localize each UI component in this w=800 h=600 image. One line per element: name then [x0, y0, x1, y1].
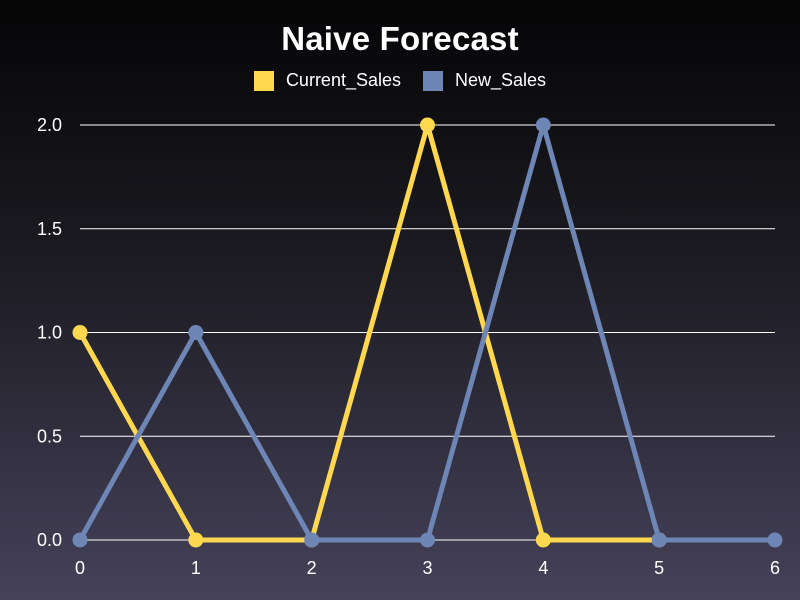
- gridlines: [80, 124, 775, 541]
- data-point-current-sales: [535, 532, 551, 548]
- data-point-new-sales: [72, 532, 88, 548]
- x-axis: 0 1 2 3 4 5 6: [75, 558, 780, 578]
- legend-swatch-new-sales: [423, 70, 443, 91]
- legend-item-current-sales[interactable]: Current_Sales: [253, 70, 401, 91]
- y-tick-label: 1.5: [37, 219, 62, 239]
- legend-swatch-current-sales: [253, 70, 274, 91]
- x-tick-label: 5: [654, 558, 664, 578]
- data-point-current-sales: [72, 325, 88, 340]
- data-point-current-sales: [188, 532, 204, 548]
- y-axis: 0.0 0.5 1.0 1.5 2.0: [37, 115, 62, 550]
- y-tick-label: 1.0: [37, 323, 62, 343]
- data-point-new-sales: [188, 325, 204, 340]
- legend-label-new-sales: New_Sales: [455, 70, 547, 90]
- data-point-new-sales: [651, 532, 667, 548]
- series-line-current-sales: [77, 122, 662, 543]
- x-tick-label: 0: [75, 558, 85, 578]
- x-tick-label: 1: [191, 558, 201, 578]
- legend: Current_Sales New_Sales: [0, 70, 800, 91]
- x-tick-label: 4: [538, 558, 548, 578]
- chart-title: Naive Forecast: [281, 20, 519, 57]
- series-new-sales: [72, 117, 783, 548]
- x-tick-label: 6: [770, 558, 780, 578]
- x-tick-label: 3: [422, 558, 432, 578]
- data-point-new-sales: [304, 532, 320, 548]
- data-point-current-sales: [420, 117, 435, 133]
- legend-label-current-sales: Current_Sales: [285, 70, 401, 90]
- series-layer: [72, 117, 783, 548]
- x-tick-label: 2: [307, 558, 317, 578]
- y-tick-label: 0.5: [37, 426, 62, 446]
- data-point-new-sales: [420, 532, 435, 548]
- data-point-new-sales: [535, 117, 551, 133]
- y-tick-label: 2.0: [37, 115, 62, 135]
- legend-item-new-sales[interactable]: New_Sales: [423, 70, 546, 91]
- data-point-new-sales: [767, 532, 783, 548]
- y-tick-label: 0.0: [37, 530, 62, 550]
